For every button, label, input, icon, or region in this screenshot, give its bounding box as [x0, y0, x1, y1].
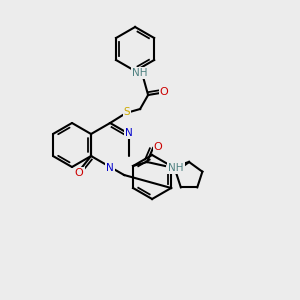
Text: N: N: [106, 163, 114, 173]
Text: NH: NH: [132, 68, 148, 78]
Text: N: N: [125, 128, 133, 138]
Text: O: O: [75, 168, 83, 178]
Text: O: O: [160, 87, 169, 97]
Text: O: O: [154, 142, 162, 152]
Text: S: S: [124, 107, 130, 117]
Text: NH: NH: [168, 163, 184, 173]
